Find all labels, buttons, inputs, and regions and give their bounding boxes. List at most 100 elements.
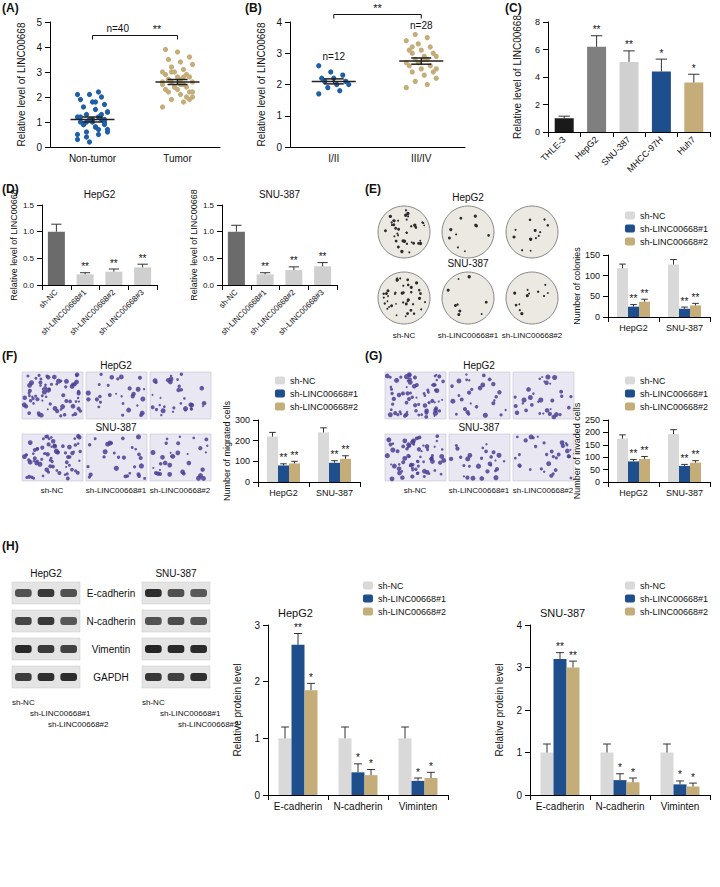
svg-text:2: 2 (276, 79, 282, 90)
svg-text:sh-LINC00668#3: sh-LINC00668#3 (97, 287, 146, 336)
svg-text:sh-LINC00668#2: sh-LINC00668#2 (48, 720, 109, 729)
svg-text:sh-LINC00668#1: sh-LINC00668#1 (438, 331, 499, 340)
svg-text:HepG2: HepG2 (573, 134, 600, 161)
svg-text:**: ** (692, 292, 700, 303)
svg-text:1: 1 (254, 733, 260, 744)
svg-text:3: 3 (254, 620, 260, 631)
svg-text:6: 6 (535, 45, 540, 55)
svg-text:*: * (416, 767, 420, 778)
svg-text:HepG2: HepG2 (278, 607, 313, 619)
svg-text:0: 0 (535, 127, 540, 137)
svg-text:Relative level of LINC00668: Relative level of LINC00668 (9, 189, 19, 301)
svg-text:HepG2: HepG2 (100, 360, 132, 371)
svg-text:**: ** (681, 453, 689, 464)
svg-text:sh-NC: sh-NC (41, 486, 64, 495)
svg-text:**: ** (593, 24, 601, 35)
svg-text:1.5: 1.5 (23, 201, 35, 210)
svg-text:HepG2: HepG2 (84, 189, 116, 200)
svg-text:*: * (678, 769, 682, 780)
svg-text:4: 4 (36, 42, 42, 53)
svg-text:100: 100 (585, 452, 600, 462)
svg-text:**: ** (261, 261, 269, 272)
svg-text:sh-LINC00668#1: sh-LINC00668#1 (640, 594, 708, 604)
svg-text:sh-NC: sh-NC (404, 486, 427, 495)
svg-text:SNU-387: SNU-387 (666, 323, 703, 333)
svg-text:**: ** (81, 261, 89, 272)
svg-text:*: * (631, 767, 635, 778)
svg-text:sh-LINC00668#1: sh-LINC00668#1 (160, 709, 221, 718)
svg-text:sh-NC: sh-NC (378, 581, 404, 591)
svg-text:sh-NC: sh-NC (12, 698, 35, 707)
svg-text:*: * (369, 758, 373, 769)
svg-text:*: * (356, 752, 360, 763)
svg-text:1.0: 1.0 (203, 227, 215, 236)
svg-text:n=12: n=12 (322, 51, 345, 62)
svg-text:4: 4 (535, 72, 540, 82)
svg-text:sh-LINC00668#2: sh-LINC00668#2 (378, 607, 446, 617)
svg-text:E-cadherin: E-cadherin (87, 588, 135, 599)
svg-text:N-cadherin: N-cadherin (87, 616, 136, 627)
svg-text:(F): (F) (2, 349, 17, 363)
svg-text:**: ** (569, 650, 577, 661)
svg-text:sh-NC: sh-NC (393, 331, 416, 340)
svg-text:**: ** (556, 641, 564, 652)
svg-text:*: * (309, 672, 313, 683)
svg-text:**: ** (139, 253, 147, 264)
svg-text:(B): (B) (245, 1, 262, 15)
svg-text:sh-NC: sh-NC (640, 376, 666, 386)
svg-text:**: ** (681, 296, 689, 307)
svg-text:sh-LINC00668#1: sh-LINC00668#1 (290, 389, 358, 399)
svg-text:Relative level of LINC00668: Relative level of LINC00668 (16, 22, 27, 146)
svg-text:1: 1 (516, 747, 522, 758)
svg-text:sh-NC: sh-NC (142, 698, 165, 707)
svg-text:2: 2 (516, 705, 522, 716)
svg-text:SNU-387: SNU-387 (316, 488, 353, 498)
svg-text:2: 2 (36, 92, 42, 103)
svg-text:sh-LINC00668#3: sh-LINC00668#3 (277, 287, 326, 336)
svg-text:HepG2: HepG2 (619, 323, 648, 333)
svg-text:SNU-387: SNU-387 (666, 488, 703, 498)
svg-text:**: ** (280, 452, 288, 463)
svg-text:sh-NC: sh-NC (37, 288, 60, 311)
svg-text:sh-LINC00668#1: sh-LINC00668#1 (86, 486, 147, 495)
svg-text:sh-LINC00668#1: sh-LINC00668#1 (449, 486, 510, 495)
svg-text:0: 0 (36, 142, 42, 153)
svg-text:**: ** (153, 23, 162, 35)
svg-text:*: * (691, 772, 695, 783)
svg-text:100: 100 (235, 456, 250, 466)
svg-text:50: 50 (590, 291, 600, 301)
svg-text:Number of colonies: Number of colonies (572, 247, 582, 325)
svg-text:0: 0 (254, 790, 260, 801)
svg-text:HepG2: HepG2 (30, 568, 62, 579)
svg-text:N-cadherin: N-cadherin (596, 801, 645, 812)
svg-text:*: * (429, 761, 433, 772)
svg-text:sh-LINC00668#1: sh-LINC00668#1 (378, 594, 446, 604)
svg-text:Huh7: Huh7 (675, 134, 697, 156)
svg-text:sh-LINC00668#2: sh-LINC00668#2 (150, 486, 211, 495)
svg-text:SNU-387: SNU-387 (599, 134, 632, 167)
svg-text:sh-LINC00668#1: sh-LINC00668#1 (30, 709, 91, 718)
svg-text:E-cadherin: E-cadherin (536, 801, 584, 812)
svg-text:MHCC-97H: MHCC-97H (625, 134, 665, 174)
svg-text:0: 0 (516, 790, 522, 801)
svg-text:n=28: n=28 (410, 20, 433, 31)
svg-text:3: 3 (276, 48, 282, 59)
svg-text:SNU-387: SNU-387 (458, 422, 500, 433)
svg-text:THLE-3: THLE-3 (539, 134, 568, 163)
svg-text:0.5: 0.5 (203, 254, 215, 263)
svg-text:GAPDH: GAPDH (93, 672, 129, 683)
svg-text:Viminten: Viminten (399, 801, 438, 812)
svg-text:Relative protein level: Relative protein level (494, 664, 505, 757)
svg-text:**: ** (373, 2, 382, 14)
svg-text:(E): (E) (365, 182, 381, 196)
svg-text:5: 5 (36, 17, 42, 28)
svg-text:Relative protein level: Relative protein level (232, 664, 243, 757)
svg-text:HepG2: HepG2 (463, 360, 495, 371)
svg-text:1: 1 (36, 117, 42, 128)
svg-text:HepG2: HepG2 (269, 488, 298, 498)
svg-text:1.5: 1.5 (203, 201, 215, 210)
svg-text:**: ** (319, 251, 327, 262)
svg-text:**: ** (294, 622, 302, 633)
svg-text:2: 2 (254, 676, 260, 687)
svg-text:sh-NC: sh-NC (640, 211, 666, 221)
